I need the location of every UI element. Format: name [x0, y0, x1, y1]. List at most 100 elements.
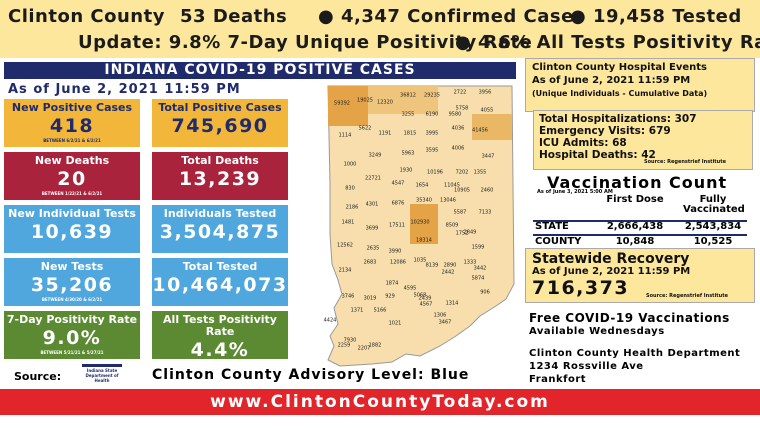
info-sub: Available Wednesdays [529, 326, 665, 337]
county-count: 2890 [444, 263, 457, 269]
hospital-title: Clinton County Hospital Events [532, 62, 707, 73]
county-count: 102930 [410, 220, 429, 226]
county-count: 5758 [456, 106, 469, 112]
county-count: 1333 [464, 260, 477, 266]
county-count: 2683 [364, 260, 377, 266]
county-count: 11045 [444, 183, 460, 189]
as-of: As of June 2, 2021 11:59 PM [8, 82, 241, 97]
recovery-as-of: As of June 2, 2021 11:59 PM [532, 266, 691, 277]
tile-label: New Individual Tests [8, 207, 136, 220]
county-count: 2442 [442, 270, 455, 276]
tile-note: BETWEEN 1/22/21 & 6/2/21 [41, 191, 103, 196]
stat-tile: New Tests 35,206 BETWEEN 4/30/20 & 6/2/21 [4, 258, 140, 306]
vacc-cell: 10,525 [693, 236, 733, 247]
info-address: 1234 Rossville Ave [529, 361, 644, 372]
vacc-cell: COUNTY [535, 236, 582, 247]
tile-label: New Tests [40, 260, 104, 273]
county-count: 36812 [400, 93, 416, 99]
recovery-title: Statewide Recovery [532, 251, 690, 267]
vacc-col-head: Fully Vaccinated [683, 194, 745, 215]
county-count: 8509 [446, 223, 459, 229]
vacc-cell: 2,543,834 [684, 221, 742, 232]
county-count: 3956 [479, 90, 492, 96]
county-count: 6190 [426, 112, 439, 118]
county-count: 906 [480, 290, 490, 296]
all-tests: ● 4.6% All Tests Positivity Rate [455, 32, 760, 53]
county-count: 5166 [374, 308, 387, 314]
update: Update: 9.8% 7-Day Unique Positivity Rat… [78, 32, 533, 53]
rule [533, 220, 747, 222]
county-count: 2460 [481, 188, 494, 194]
county-count: 1874 [386, 281, 399, 287]
county-count: 5587 [454, 210, 467, 216]
county-count: 12562 [337, 243, 353, 249]
county-count: 1930 [400, 168, 413, 174]
county-map: 59392 19025 12320 36812 29235 2722 3956 3255 619… [324, 85, 515, 367]
stat-tile: All Tests Positivity Rate 4.4% BETWEEN 5/2… [152, 311, 288, 367]
county-count: 1114 [339, 133, 352, 139]
tile-label: New Positive Cases [11, 101, 133, 114]
county-count: 7202 [456, 170, 469, 176]
recovery-source: Source: Regenstrief Institute [646, 293, 729, 299]
county-count: 5622 [359, 126, 372, 132]
county-count: 1371 [351, 308, 364, 314]
dark-region [328, 86, 368, 126]
tile-value: 4.4% [190, 339, 250, 361]
recovery-value: 716,373 [532, 277, 630, 299]
vacc-cell: 10,848 [615, 236, 655, 247]
county-count: 2207 [358, 346, 371, 352]
county-count: 2722 [454, 90, 467, 96]
county-count: 1882 [369, 343, 382, 349]
footer[interactable]: www.ClintonCountyToday.com [0, 389, 760, 415]
hospital-note: (Unique Individuals - Cumulative Data) [532, 89, 708, 98]
county-count: 22721 [365, 176, 381, 182]
county-count: 29235 [424, 93, 440, 99]
hospital-line: ICU Admits: 68 [539, 137, 627, 149]
stat-tile: Total Deaths 13,239 [152, 152, 288, 200]
county-count: 12320 [377, 100, 393, 106]
stat-tile: New Deaths 20 BETWEEN 1/22/21 & 6/2/21 [4, 152, 140, 200]
stat-tile: Total Positive Cases 745,690 [152, 99, 288, 147]
county-count: 3442 [474, 266, 487, 272]
county-count: 4547 [392, 181, 405, 187]
county-count: 12086 [390, 260, 406, 266]
county-count: 5874 [472, 276, 485, 282]
county-count: 3990 [389, 249, 402, 255]
tile-label: New Deaths [34, 154, 110, 167]
tile-value: 9.0% [42, 327, 102, 349]
hospital-stats: Total Hospitalizations: 307 Emergency Vis… [533, 110, 753, 170]
county: Clinton County [8, 6, 165, 27]
county-count: 1481 [342, 220, 355, 226]
tile-value: 10,639 [30, 221, 114, 243]
county-count: 4006 [452, 146, 465, 152]
county-count: 3019 [364, 296, 377, 302]
county-count: 7930 [344, 338, 357, 344]
county-count: 3447 [482, 154, 495, 160]
county-count: 5068 [414, 293, 427, 299]
county-count: 1752 [456, 231, 469, 237]
tile-label: All Tests Positivity Rate [163, 313, 277, 338]
recovery-box: Statewide Recovery As of June 2, 2021 11… [525, 248, 755, 303]
info-title: Free COVID-19 Vaccinations [529, 311, 730, 325]
hospital-box: Clinton County Hospital Events As of Jun… [525, 58, 755, 112]
hospital-line: Total Hospitalizations: 307 [539, 113, 697, 125]
rule [533, 234, 747, 236]
county-count: 3699 [366, 226, 379, 232]
county-count: 3595 [426, 148, 439, 154]
county-count: 2439 [419, 296, 432, 302]
tile-value: 745,690 [171, 115, 269, 137]
tile-value: 35,206 [30, 274, 114, 296]
county-count: 6876 [392, 201, 405, 207]
info-city: Frankfort [529, 374, 587, 385]
county-count: 1654 [416, 183, 429, 189]
county-count: 830 [345, 186, 355, 192]
info-org: Clinton County Health Department [529, 348, 741, 359]
vacc-cell: 2,666,438 [606, 221, 664, 232]
county-count: 1355 [474, 170, 487, 176]
county-count: 4424 [324, 318, 337, 324]
county-count: 1000 [344, 162, 357, 168]
tile-label: Individuals Tested [163, 207, 277, 220]
stat-tile: Total Tested 10,464,073 [152, 258, 288, 306]
vacc-title: Vaccination Count [547, 173, 728, 192]
